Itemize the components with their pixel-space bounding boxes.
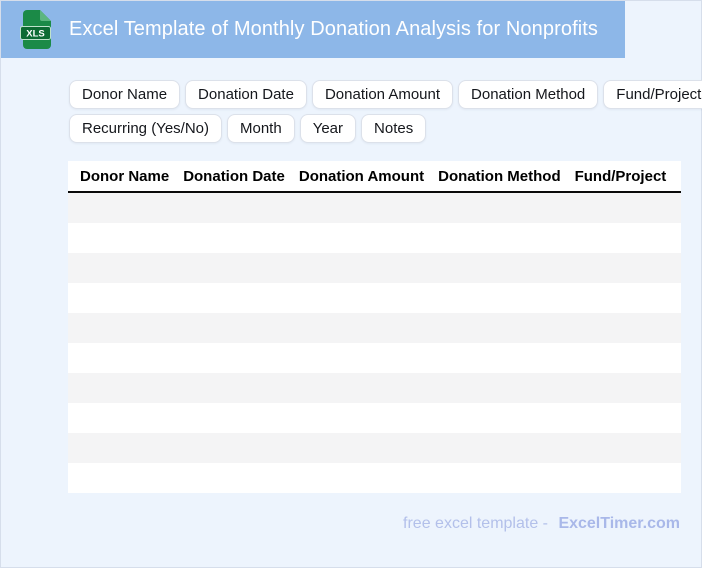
footer-credit: free excel template - ExcelTimer.com bbox=[403, 515, 680, 533]
chip-donor-name[interactable]: Donor Name bbox=[69, 80, 181, 109]
table-row bbox=[68, 193, 681, 223]
column-header-recurring: Recu bbox=[680, 168, 681, 185]
xls-icon-label: XLS bbox=[26, 29, 44, 40]
page-title: Excel Template of Monthly Donation Analy… bbox=[69, 18, 599, 40]
xls-file-icon: XLS bbox=[20, 10, 51, 49]
footer-brand-link[interactable]: ExcelTimer.com bbox=[558, 515, 680, 532]
table-row bbox=[68, 283, 681, 313]
column-header-donation-method: Donation Method bbox=[438, 167, 561, 185]
chip-donation-method[interactable]: Donation Method bbox=[458, 80, 599, 109]
chip-month[interactable]: Month bbox=[227, 114, 295, 143]
donation-table: Donor Name Donation Date Donation Amount… bbox=[68, 161, 681, 493]
column-header-donation-amount: Donation Amount bbox=[298, 167, 425, 185]
table-row bbox=[68, 373, 681, 403]
footer-text: free excel template - bbox=[403, 515, 548, 532]
table-row bbox=[68, 463, 681, 493]
chip-row-2: Recurring (Yes/No) Month Year Notes bbox=[69, 114, 702, 143]
table-row bbox=[68, 403, 681, 433]
chip-donation-date[interactable]: Donation Date bbox=[185, 80, 307, 109]
chip-year[interactable]: Year bbox=[299, 114, 357, 143]
column-header-fund-project: Fund/Project bbox=[574, 167, 667, 185]
chip-recurring[interactable]: Recurring (Yes/No) bbox=[69, 114, 222, 143]
table-row bbox=[68, 433, 681, 463]
chip-fund-project[interactable]: Fund/Project bbox=[603, 80, 702, 109]
table-row bbox=[68, 223, 681, 253]
title-bar: XLS Excel Template of Monthly Donation A… bbox=[1, 1, 626, 58]
column-header-donor-name: Donor Name bbox=[80, 167, 170, 185]
table-row bbox=[68, 313, 681, 343]
table-row bbox=[68, 343, 681, 373]
field-chips: Donor Name Donation Date Donation Amount… bbox=[69, 80, 702, 148]
column-header-donation-date: Donation Date bbox=[183, 167, 285, 185]
table-row bbox=[68, 253, 681, 283]
chip-donation-amount[interactable]: Donation Amount bbox=[311, 80, 454, 109]
table-header-row: Donor Name Donation Date Donation Amount… bbox=[68, 161, 681, 193]
chip-notes[interactable]: Notes bbox=[361, 114, 427, 143]
chip-row-1: Donor Name Donation Date Donation Amount… bbox=[69, 80, 702, 109]
